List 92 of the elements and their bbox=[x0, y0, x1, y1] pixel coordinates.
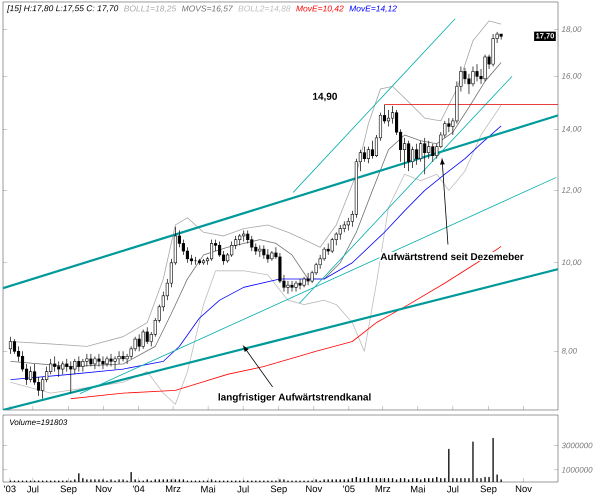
x-tick-label: Mai bbox=[410, 486, 425, 492]
x-tick-label: Mrz bbox=[376, 486, 390, 492]
annotation: Aufwärtstrend seit Dezemeber bbox=[380, 252, 524, 260]
x-tick-label: Sep bbox=[60, 486, 77, 494]
text: MovE=10,42 bbox=[296, 6, 344, 12]
candlestick bbox=[93, 356, 96, 370]
candlestick bbox=[366, 146, 370, 164]
text: BOLL1=18,25 bbox=[124, 6, 176, 12]
candlestick bbox=[407, 140, 410, 172]
text: BOLL2=14,88 bbox=[238, 6, 291, 12]
candlestick bbox=[65, 358, 68, 372]
text: MOVS=16,57 bbox=[182, 6, 233, 12]
candlestick bbox=[254, 243, 258, 256]
x-tick-label: Jul bbox=[237, 486, 249, 492]
candlestick bbox=[105, 356, 109, 367]
candlestick bbox=[266, 248, 270, 264]
candlestick bbox=[302, 276, 306, 288]
x-tick-label: Mrz bbox=[166, 486, 180, 492]
x-tick-label: Sep bbox=[270, 486, 287, 494]
x-tick-label: Nov bbox=[516, 486, 532, 492]
candlestick bbox=[242, 230, 246, 242]
candlestick bbox=[61, 361, 64, 375]
candlestick bbox=[73, 358, 76, 375]
candlestick bbox=[113, 356, 117, 370]
candlestick bbox=[77, 356, 80, 372]
candlestick bbox=[262, 244, 266, 260]
candlestick bbox=[294, 280, 298, 292]
candlestick bbox=[411, 146, 414, 168]
candlestick bbox=[89, 354, 92, 367]
candlestick bbox=[475, 64, 479, 82]
candlestick bbox=[122, 350, 125, 362]
candlestick bbox=[322, 246, 326, 262]
text: MovE=14,12 bbox=[349, 6, 397, 12]
candlestick bbox=[138, 334, 141, 352]
chart-title: [15] H:17,80 L:17,55 C: 17,70 bbox=[7, 5, 118, 13]
candlestick bbox=[109, 354, 113, 367]
candlestick bbox=[346, 217, 350, 231]
candlestick bbox=[210, 239, 214, 262]
candlestick bbox=[326, 243, 330, 256]
candlestick bbox=[53, 356, 56, 372]
candlestick bbox=[182, 239, 185, 256]
candlestick bbox=[238, 234, 242, 246]
candlestick bbox=[286, 280, 290, 294]
x-tick-label: Jul bbox=[26, 486, 38, 492]
candlestick bbox=[306, 272, 310, 286]
candlestick bbox=[298, 278, 302, 290]
candlestick bbox=[186, 246, 189, 264]
x-tick-label: Jul bbox=[446, 486, 458, 492]
candlestick bbox=[190, 254, 194, 266]
x-tick-label: '05 bbox=[343, 486, 355, 492]
candlestick bbox=[427, 140, 430, 160]
candlestick bbox=[69, 361, 72, 394]
annotation: langfristiger Aufwärtstrendkanal bbox=[218, 393, 371, 403]
x-tick-label: Nov bbox=[96, 486, 112, 492]
candlestick bbox=[218, 241, 222, 258]
x-tick-label: Nov bbox=[306, 486, 322, 492]
candlestick bbox=[270, 250, 274, 262]
candlestick bbox=[146, 326, 149, 344]
candlestick bbox=[447, 118, 450, 132]
annotation: 14,90 bbox=[313, 92, 337, 102]
candlestick bbox=[431, 143, 434, 162]
candlestick bbox=[230, 241, 234, 258]
candlestick bbox=[423, 138, 426, 175]
candlestick bbox=[471, 66, 475, 87]
candlestick bbox=[419, 140, 422, 162]
candlestick bbox=[246, 230, 250, 244]
candlestick bbox=[463, 67, 466, 84]
candlestick bbox=[57, 361, 60, 378]
candlestick bbox=[258, 244, 262, 258]
candlestick bbox=[117, 350, 121, 364]
x-tick-label: '04 bbox=[132, 486, 144, 492]
candlestick bbox=[97, 354, 101, 367]
candlestick bbox=[101, 356, 105, 370]
candlestick bbox=[338, 224, 342, 240]
candlestick bbox=[29, 366, 32, 383]
candlestick bbox=[290, 280, 294, 292]
candlestick bbox=[330, 237, 334, 254]
x-tick-label: '03 bbox=[4, 486, 16, 492]
x-tick-label: Mai bbox=[201, 486, 216, 492]
candlestick bbox=[483, 54, 487, 82]
candlestick bbox=[142, 329, 145, 350]
candlestick bbox=[362, 146, 366, 162]
candlestick bbox=[81, 358, 84, 372]
candlestick bbox=[370, 140, 374, 160]
candlestick bbox=[85, 354, 88, 367]
candlestick bbox=[342, 221, 346, 233]
candlestick bbox=[8, 336, 12, 354]
x-tick-label: Sep bbox=[480, 486, 497, 494]
candlestick bbox=[467, 74, 471, 94]
candlestick bbox=[12, 338, 16, 354]
candlestick bbox=[250, 236, 254, 252]
candlestick bbox=[415, 143, 418, 166]
